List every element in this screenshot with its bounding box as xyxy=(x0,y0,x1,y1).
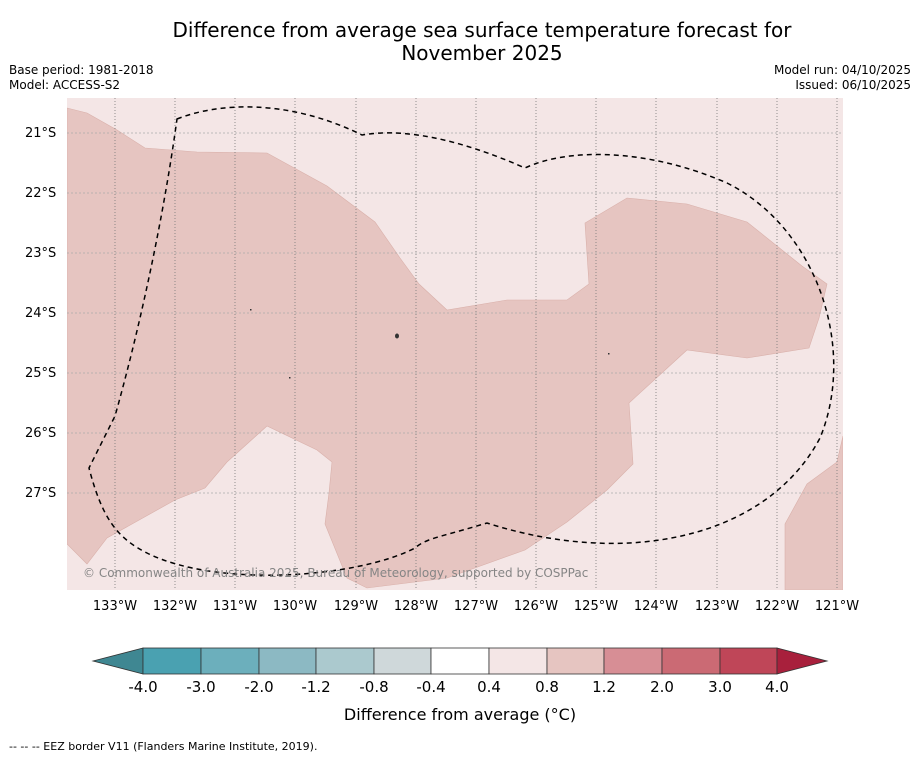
colorbar-tick-label: -4.0 xyxy=(128,678,158,696)
lon-label: 124°W xyxy=(633,599,679,614)
colorbar-tick-label: -0.8 xyxy=(359,678,389,696)
lat-label: 22°S xyxy=(25,186,57,201)
lon-label: 127°W xyxy=(453,599,499,614)
meta-left: Base period: 1981-2018 Model: ACCESS-S2 xyxy=(9,63,154,93)
island-markers xyxy=(250,309,610,379)
colorbar-tick-label: 4.0 xyxy=(765,678,789,696)
colorbar-extend-left xyxy=(91,647,144,675)
colorbar xyxy=(91,647,829,675)
colorbar-segment xyxy=(200,647,260,675)
colorbar-tick-label: 0.8 xyxy=(535,678,559,696)
issued-date: Issued: 06/10/2025 xyxy=(795,78,911,92)
lon-label: 132°W xyxy=(152,599,198,614)
lon-label: 122°W xyxy=(754,599,800,614)
colorbar-tick-label: -2.0 xyxy=(244,678,274,696)
sst-anomaly-map xyxy=(67,98,843,590)
map-gridlines xyxy=(67,98,843,590)
colorbar-segment xyxy=(488,647,548,675)
lat-label: 24°S xyxy=(25,306,57,321)
colorbar-segment xyxy=(142,647,202,675)
lon-label: 123°W xyxy=(694,599,740,614)
lon-label: 131°W xyxy=(212,599,258,614)
island-marker xyxy=(395,333,399,339)
island-marker xyxy=(250,309,252,311)
base-period: Base period: 1981-2018 xyxy=(9,63,154,77)
eez-legend-note: -- -- -- EEZ border V11 (Flanders Marine… xyxy=(9,740,318,753)
colorbar-segment xyxy=(373,647,432,675)
lon-label: 130°W xyxy=(272,599,318,614)
colorbar-segment xyxy=(546,647,605,675)
colorbar-tick-label: -0.4 xyxy=(416,678,446,696)
lat-label: 26°S xyxy=(25,426,57,441)
model-run: Model run: 04/10/2025 xyxy=(773,63,911,77)
colorbar-extend-right xyxy=(776,647,829,675)
colorbar-tick-label: 2.0 xyxy=(650,678,674,696)
title-line-2: November 2025 xyxy=(401,41,563,65)
lat-label: 27°S xyxy=(25,486,57,501)
colorbar-tick-label: 3.0 xyxy=(708,678,732,696)
chart-title: Difference from average sea surface temp… xyxy=(140,19,824,65)
lon-label: 125°W xyxy=(573,599,619,614)
colorbar-segment xyxy=(719,647,778,675)
colorbar-tick-label: 0.4 xyxy=(477,678,501,696)
colorbar-segment xyxy=(315,647,375,675)
colorbar-segment xyxy=(430,647,490,675)
lon-label: 126°W xyxy=(513,599,559,614)
colorbar-segment xyxy=(603,647,663,675)
lon-label: 129°W xyxy=(333,599,379,614)
warm-anomaly-east-region xyxy=(784,435,843,590)
colorbar-tick-label: -3.0 xyxy=(186,678,216,696)
model-name: Model: ACCESS-S2 xyxy=(9,78,121,92)
colorbar-tick-label: -1.2 xyxy=(301,678,331,696)
eez-border-line xyxy=(88,106,835,576)
copyright-notice: © Commonwealth of Australia 2025, Bureau… xyxy=(83,566,589,580)
colorbar-segment xyxy=(258,647,317,675)
colorbar-segment xyxy=(661,647,721,675)
warm-anomaly-main-region xyxy=(67,107,828,589)
island-marker xyxy=(608,353,610,355)
colorbar-tick-label: 1.2 xyxy=(592,678,616,696)
lat-label: 21°S xyxy=(25,126,57,141)
warm-anomaly-regions xyxy=(67,107,843,590)
title-line-1: Difference from average sea surface temp… xyxy=(172,18,792,42)
lat-label: 23°S xyxy=(25,246,57,261)
meta-right: Model run: 04/10/2025 Issued: 06/10/2025 xyxy=(774,63,911,93)
colorbar-title: Difference from average (°C) xyxy=(343,705,577,724)
lon-label: 121°W xyxy=(814,599,860,614)
lat-label: 25°S xyxy=(25,366,57,381)
lon-label: 128°W xyxy=(393,599,439,614)
lon-label: 133°W xyxy=(92,599,138,614)
island-marker xyxy=(289,377,291,379)
